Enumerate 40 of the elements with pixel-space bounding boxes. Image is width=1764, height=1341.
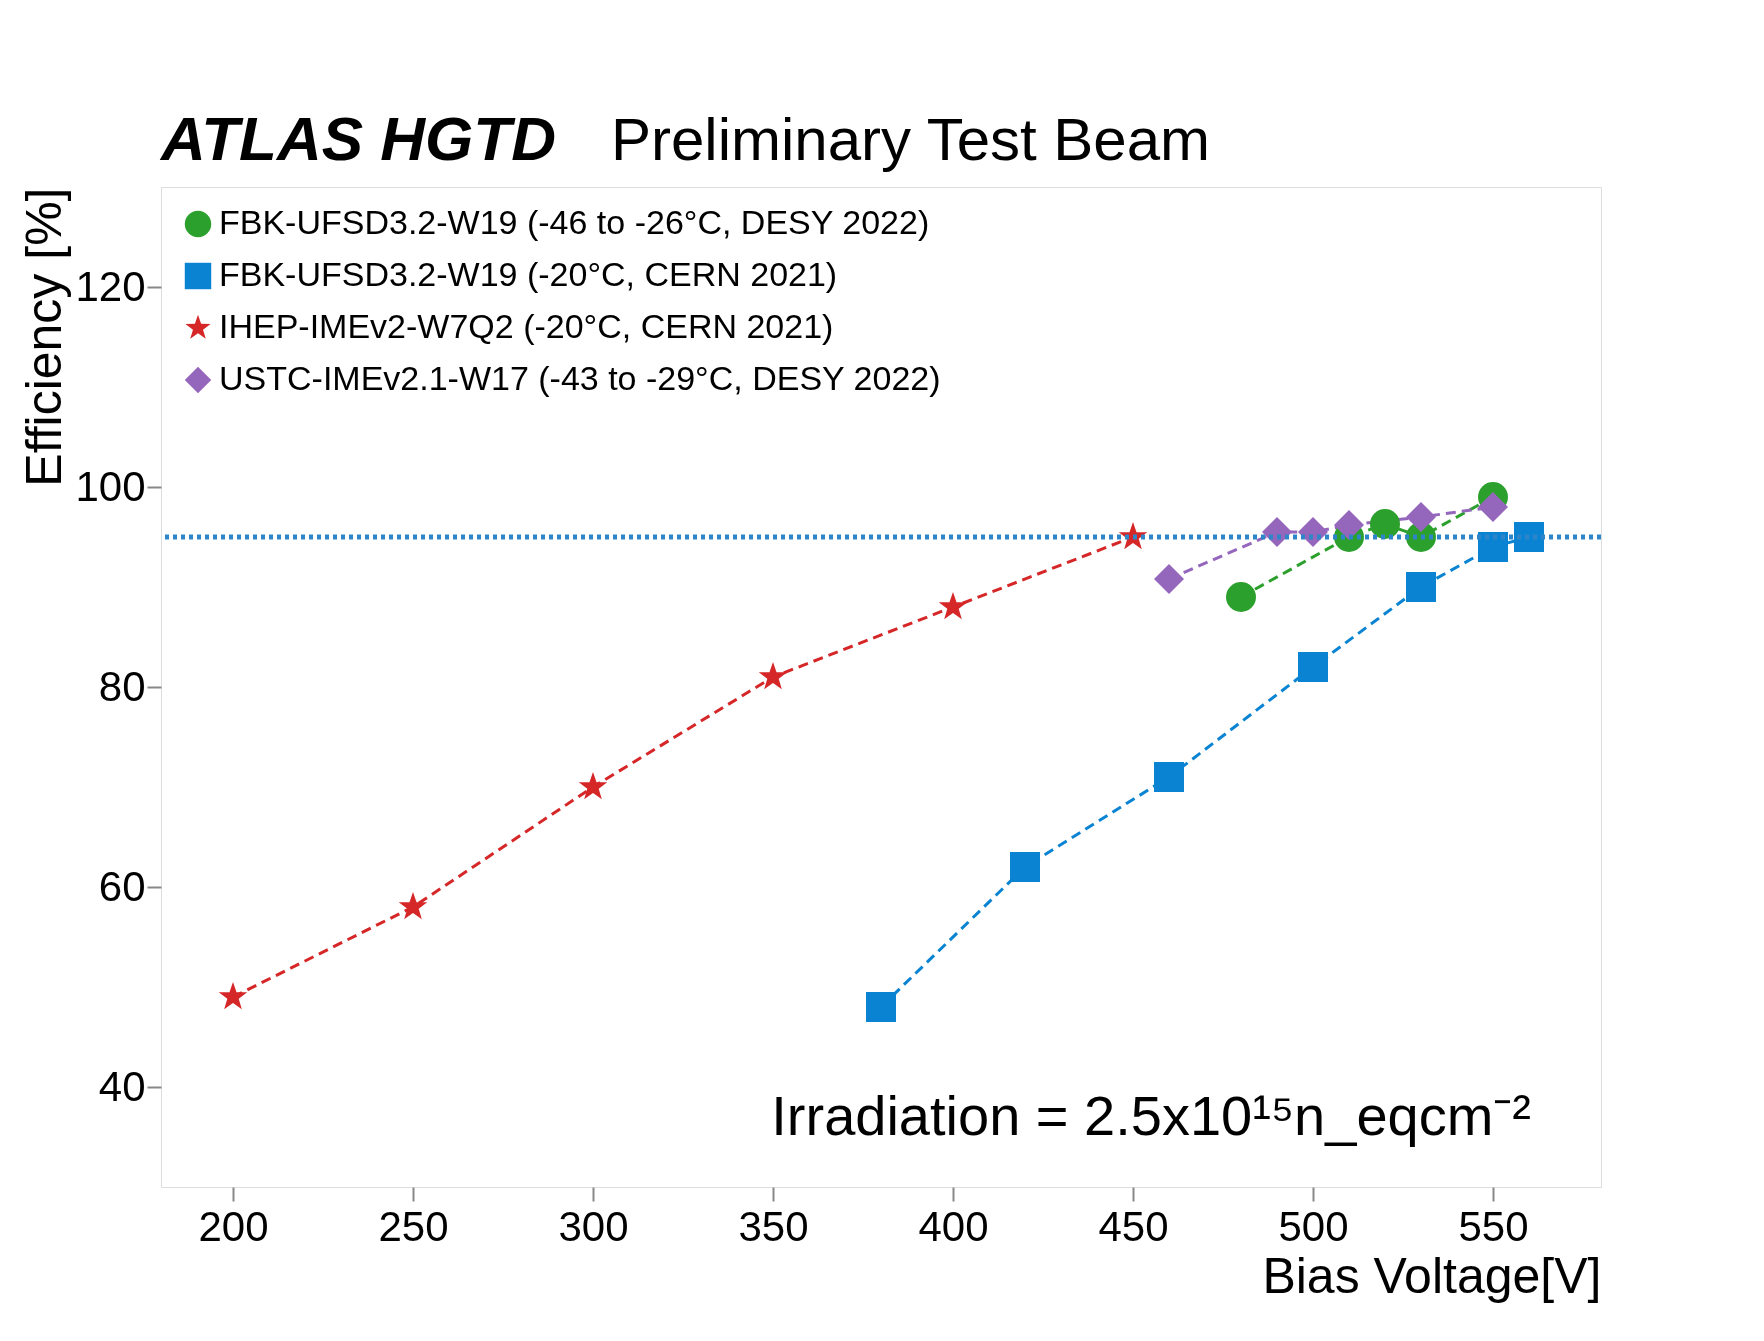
point bbox=[1226, 582, 1256, 612]
point bbox=[218, 982, 248, 1010]
x-tick-label: 450 bbox=[1098, 1202, 1169, 1250]
point bbox=[758, 662, 788, 690]
point bbox=[1298, 652, 1328, 682]
legend-label: FBK-UFSD3.2-W19 (-46 to -26°C, DESY 2022) bbox=[219, 203, 930, 241]
legend-label: FBK-UFSD3.2-W19 (-20°C, CERN 2021) bbox=[219, 255, 838, 293]
point bbox=[398, 892, 428, 920]
point bbox=[578, 772, 608, 800]
chart-subtitle: Preliminary Test Beam bbox=[611, 106, 1211, 173]
x-tick-label: 200 bbox=[198, 1202, 269, 1250]
point bbox=[1514, 522, 1544, 552]
x-tick-label: 500 bbox=[1278, 1202, 1349, 1250]
x-tick-label: 400 bbox=[918, 1202, 989, 1250]
y-tick-label: 40 bbox=[98, 1062, 146, 1110]
point bbox=[1478, 532, 1508, 562]
point bbox=[1154, 564, 1184, 594]
y-tick-label: 60 bbox=[98, 862, 146, 910]
annotation: Irradiation = 2.5x10¹⁵n_eqcm⁻² bbox=[771, 1084, 1531, 1147]
point bbox=[1406, 502, 1436, 532]
x-tick-label: 350 bbox=[738, 1202, 809, 1250]
point bbox=[1154, 762, 1184, 792]
x-tick-label: 300 bbox=[558, 1202, 629, 1250]
legend-label: IHEP-IMEv2-W7Q2 (-20°C, CERN 2021) bbox=[219, 307, 834, 345]
y-tick-label: 80 bbox=[98, 662, 146, 710]
point bbox=[866, 992, 896, 1022]
y-axis-title: Efficiency [%] bbox=[16, 187, 73, 487]
x-tick-label: 250 bbox=[378, 1202, 449, 1250]
point bbox=[1370, 509, 1400, 539]
y-tick-label: 100 bbox=[75, 462, 146, 510]
chart-title: ATLAS HGTD bbox=[159, 104, 556, 173]
y-tick-label: 120 bbox=[75, 262, 146, 310]
x-tick-label: 550 bbox=[1458, 1202, 1529, 1250]
point bbox=[1478, 492, 1508, 522]
point bbox=[1406, 572, 1436, 602]
point bbox=[1334, 510, 1364, 540]
legend-label: USTC-IMEv2.1-W17 (-43 to -29°C, DESY 2022) bbox=[219, 359, 941, 397]
point bbox=[1010, 852, 1040, 882]
point bbox=[938, 592, 968, 620]
x-axis-title: Bias Voltage[V] bbox=[1262, 1247, 1602, 1304]
